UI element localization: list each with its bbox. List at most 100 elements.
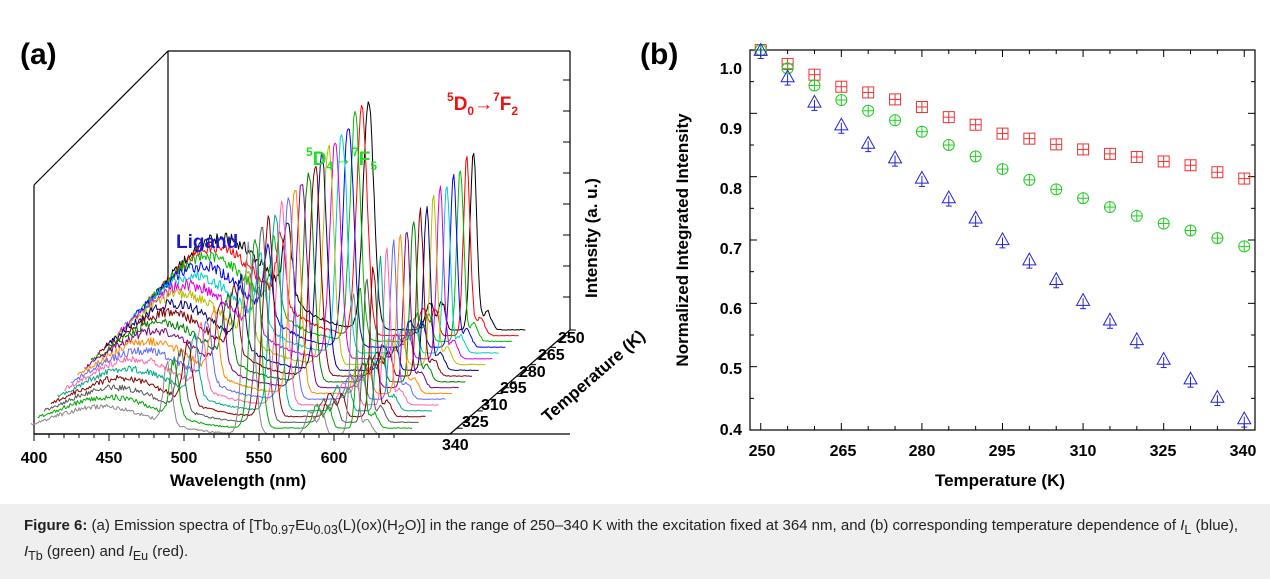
wavelength-tick-450: 450: [96, 450, 123, 467]
y-tick-0.7: 0.7: [720, 241, 742, 258]
y-tick-0.9: 0.9: [720, 121, 742, 138]
y-tick-0.5: 0.5: [720, 361, 742, 378]
circle-plus-point-260K: [808, 79, 821, 92]
spectra-traces: [30, 101, 526, 435]
intensity-axis-title: Intensity (a. u.): [582, 178, 601, 298]
square-plus-point-280K: [915, 101, 928, 113]
triangle-point-255K: [780, 69, 795, 86]
depth-tick-340: 340: [442, 437, 469, 454]
triangle-point-330K: [1183, 371, 1198, 388]
circle-plus-point-320K: [1130, 209, 1143, 222]
circle-plus-point-315K: [1103, 201, 1116, 214]
wavelength-axis-title: Wavelength (nm): [170, 471, 306, 490]
x-tick-310: 310: [1070, 443, 1097, 460]
square-plus-point-335K: [1211, 166, 1224, 179]
spectrum-trace-320K: [57, 214, 433, 412]
y-tick-0.6: 0.6: [720, 301, 742, 318]
x-tick-265: 265: [830, 443, 857, 460]
spectrum-trace-325K: [50, 215, 426, 418]
wavelength-tick-400: 400: [21, 450, 48, 467]
wavelength-axis: 400 450 500 550 600 Wavelength (nm): [21, 433, 450, 490]
square-plus-point-270K: [862, 86, 875, 99]
circle-plus-point-305K: [1050, 183, 1063, 196]
figure-caption: Figure 6: (a) Emission spectra of [Tb0.9…: [0, 504, 1270, 579]
circle-plus-point-330K: [1184, 224, 1197, 237]
triangle-point-275K: [887, 150, 903, 167]
x-tick-295: 295: [989, 443, 1016, 460]
circle-plus-point-310K: [1077, 192, 1090, 205]
spectrum-trace-335K: [37, 239, 413, 429]
triangle-point-295K: [995, 231, 1010, 249]
circle-plus-point-335K: [1211, 232, 1224, 245]
caption-text: (a) Emission spectra of [Tb: [91, 517, 271, 534]
spectrum-trace-330K: [43, 226, 419, 423]
y-tick-0.8: 0.8: [720, 181, 742, 198]
intensity-axis: Intensity (a. u.): [563, 79, 601, 298]
wavelength-tick-550: 550: [246, 450, 273, 467]
circle-plus-point-270K: [862, 104, 875, 117]
tb-transition-annotation: 5D4→7F5: [306, 145, 377, 173]
depth-tick-325: 325: [462, 414, 489, 431]
depth-tick-295: 295: [500, 380, 527, 397]
circle-plus-point-280K: [915, 125, 928, 138]
panel-a-label: (a): [20, 38, 57, 71]
x-tick-250: 250: [749, 443, 776, 460]
triangle-point-325K: [1156, 351, 1172, 369]
circle-plus-point-255K: [781, 62, 794, 75]
depth-tick-310: 310: [481, 397, 508, 414]
square-plus-point-285K: [942, 111, 955, 124]
square-plus-point-315K: [1103, 147, 1116, 160]
square-plus-point-265K: [835, 80, 848, 93]
triangle-point-250K: [753, 42, 769, 59]
y-tick-0.4: 0.4: [720, 422, 742, 439]
plot-b-ticks: [750, 49, 1255, 431]
depth-tick-280: 280: [519, 364, 546, 381]
circle-plus-point-300K: [1023, 173, 1036, 186]
triangle-point-260K: [807, 94, 822, 111]
circle-plus-point-275K: [889, 114, 902, 127]
triangle-point-335K: [1210, 389, 1225, 407]
plot-b-y-axis-title: Normalized Integrated Intensity: [673, 113, 692, 367]
triangle-point-300K: [1022, 252, 1037, 269]
triangle-point-270K: [860, 135, 876, 153]
panel-b-intensity-vs-temperature: (b) 0.4 0.5 0.6 0.7 0.8 0.9 1.0 250 265 …: [640, 38, 1256, 490]
depth-tick-250: 250: [558, 330, 585, 347]
x-tick-325: 325: [1150, 443, 1177, 460]
square-plus-point-320K: [1130, 151, 1143, 164]
circle-plus-point-285K: [942, 139, 955, 151]
square-plus-point-290K: [969, 118, 982, 131]
circle-plus-point-340K: [1238, 240, 1251, 253]
square-plus-point-340K: [1238, 172, 1251, 185]
triangle-point-285K: [941, 190, 957, 207]
triangle-point-320K: [1129, 331, 1145, 349]
square-plus-point-275K: [889, 93, 902, 106]
square-plus-point-305K: [1050, 138, 1063, 151]
panel-b-label: (b): [640, 38, 678, 71]
plot-b-x-axis-title: Temperature (K): [935, 471, 1065, 490]
plot-b-markers: [753, 42, 1252, 428]
caption-label: Figure 6:: [24, 517, 88, 534]
triangle-point-315K: [1102, 312, 1118, 329]
triangle-point-280K: [914, 170, 930, 187]
wavelength-tick-600: 600: [321, 450, 348, 467]
y-tick-1.0: 1.0: [720, 61, 742, 78]
x-tick-340: 340: [1230, 443, 1257, 460]
square-plus-point-260K: [808, 68, 821, 81]
square-plus-point-300K: [1023, 132, 1036, 145]
triangle-point-290K: [968, 210, 983, 227]
square-plus-point-325K: [1157, 155, 1170, 168]
circle-plus-point-290K: [969, 150, 982, 163]
triangle-point-310K: [1075, 292, 1091, 310]
eu-transition-annotation: 5D0→7F2: [447, 90, 518, 118]
ligand-annotation: Ligand: [176, 232, 238, 253]
circle-plus-point-265K: [835, 94, 848, 107]
spectrum-trace-315K: [63, 200, 439, 406]
x-tick-280: 280: [909, 443, 936, 460]
circle-plus-point-295K: [996, 163, 1009, 176]
circle-plus-point-325K: [1157, 217, 1170, 230]
spectrum-trace-340K: [30, 241, 406, 435]
square-plus-point-310K: [1077, 143, 1090, 156]
square-plus-point-295K: [996, 127, 1009, 140]
triangle-point-265K: [833, 117, 849, 134]
